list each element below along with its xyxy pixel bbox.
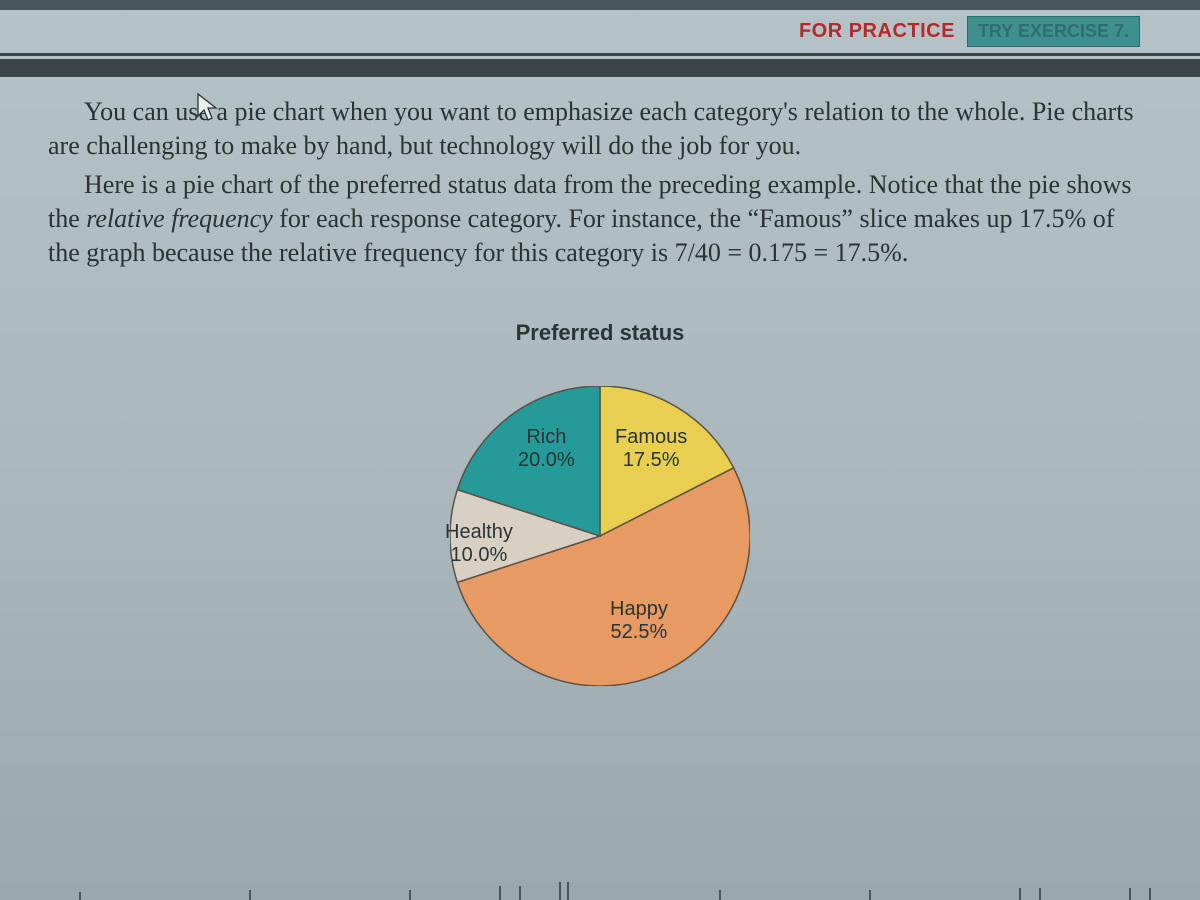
- slice-label-healthy: Healthy10.0%: [445, 521, 513, 567]
- practice-banner: FOR PRACTICE TRY EXERCISE 7.: [0, 10, 1200, 56]
- page-root: FOR PRACTICE TRY EXERCISE 7. You can use…: [0, 0, 1200, 900]
- paragraph-2: Here is a pie chart of the preferred sta…: [48, 168, 1152, 271]
- chart-title: Preferred status: [516, 320, 685, 346]
- bottom-ticks: [0, 860, 1200, 900]
- pie-chart: Preferred status Rich20.0% Famous17.5% H…: [0, 320, 1200, 706]
- try-exercise-badge: TRY EXERCISE 7.: [967, 16, 1140, 47]
- relative-frequency-term: relative frequency: [86, 204, 272, 233]
- pie-container: Rich20.0% Famous17.5% Healthy10.0% Happy…: [430, 366, 770, 706]
- slice-label-rich: Rich20.0%: [518, 426, 575, 472]
- divider-bar: [0, 59, 1200, 77]
- slice-label-happy: Happy52.5%: [610, 598, 668, 644]
- slice-label-famous: Famous17.5%: [615, 426, 687, 472]
- body-text: You can use a pie chart when you want to…: [48, 95, 1152, 275]
- paragraph-1: You can use a pie chart when you want to…: [48, 95, 1152, 164]
- for-practice-label: FOR PRACTICE: [799, 20, 955, 43]
- top-border: [0, 0, 1200, 10]
